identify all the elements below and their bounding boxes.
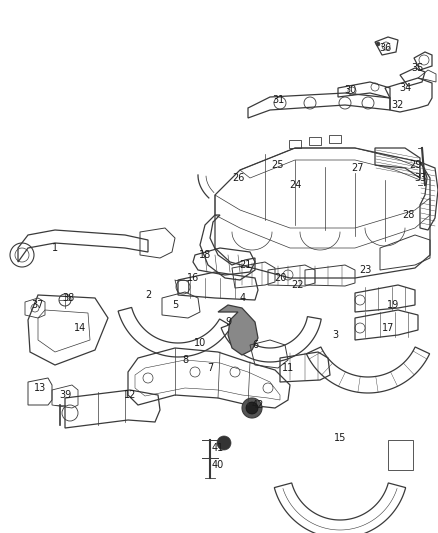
Text: 13: 13 [34, 383, 46, 393]
Text: 8: 8 [182, 355, 188, 365]
Text: 1: 1 [52, 243, 58, 253]
Text: 14: 14 [74, 323, 86, 333]
Text: 25: 25 [272, 160, 284, 170]
Text: 3: 3 [332, 330, 338, 340]
Text: 2: 2 [145, 290, 151, 300]
Text: 28: 28 [402, 210, 414, 220]
Circle shape [246, 402, 258, 414]
Text: 27: 27 [352, 163, 364, 173]
Circle shape [376, 42, 380, 46]
Text: 35: 35 [412, 63, 424, 73]
Text: 17: 17 [382, 323, 394, 333]
Text: 30: 30 [344, 85, 356, 95]
Text: 6: 6 [252, 340, 258, 350]
Text: 26: 26 [232, 173, 244, 183]
Text: 41: 41 [212, 443, 224, 453]
Text: 29: 29 [409, 160, 421, 170]
Text: 23: 23 [359, 265, 371, 275]
Text: 39: 39 [59, 390, 71, 400]
Text: 22: 22 [292, 280, 304, 290]
Circle shape [217, 436, 231, 450]
Circle shape [242, 398, 262, 418]
Text: 10: 10 [194, 338, 206, 348]
Text: 4: 4 [240, 293, 246, 303]
Text: 9: 9 [225, 317, 231, 327]
Text: 32: 32 [392, 100, 404, 110]
Text: 20: 20 [274, 273, 286, 283]
Text: 37: 37 [32, 300, 44, 310]
Text: 15: 15 [334, 433, 346, 443]
Text: 7: 7 [207, 363, 213, 373]
Text: 38: 38 [62, 293, 74, 303]
Text: 34: 34 [399, 83, 411, 93]
Polygon shape [218, 305, 258, 355]
Text: 16: 16 [187, 273, 199, 283]
Text: 24: 24 [289, 180, 301, 190]
Text: 31: 31 [272, 95, 284, 105]
Text: 36: 36 [379, 43, 391, 53]
Text: 42: 42 [252, 400, 264, 410]
Text: 40: 40 [212, 460, 224, 470]
Text: 5: 5 [172, 300, 178, 310]
Text: 12: 12 [124, 390, 136, 400]
Text: 21: 21 [239, 260, 251, 270]
Text: 11: 11 [282, 363, 294, 373]
Text: 33: 33 [414, 173, 426, 183]
Text: 19: 19 [387, 300, 399, 310]
Text: 18: 18 [199, 250, 211, 260]
